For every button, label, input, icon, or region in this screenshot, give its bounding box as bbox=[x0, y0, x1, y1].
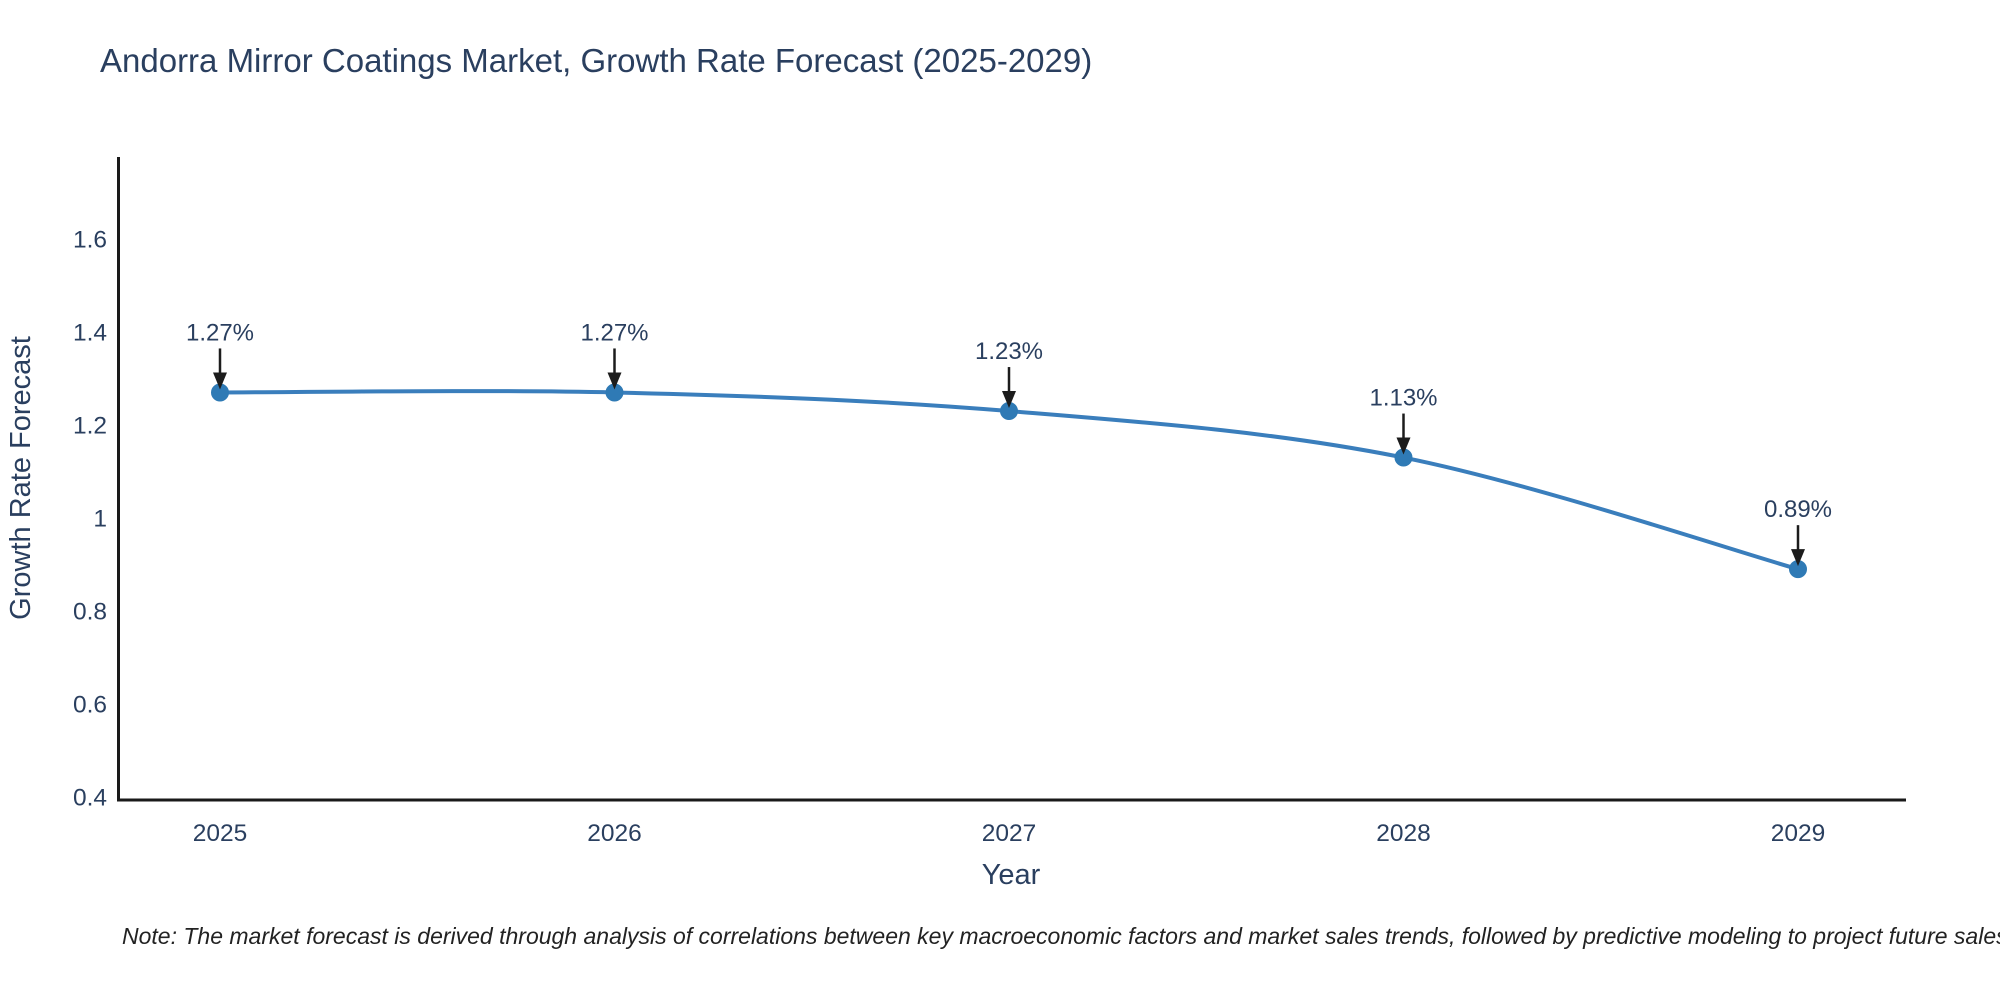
point-label: 1.13% bbox=[1369, 385, 1437, 412]
annotation-arrowhead bbox=[1791, 549, 1805, 567]
x-tick-label: 2029 bbox=[1771, 820, 1826, 847]
point-label: 1.27% bbox=[580, 319, 648, 346]
plot-area: 0.4 0.6 0.8 1 1.2 1.4 1.6 2025 2026 2027 2028 2029 1… bbox=[73, 227, 1832, 848]
footnote: Note: The market forecast is derived thr… bbox=[122, 923, 2000, 949]
x-tick-label: 2028 bbox=[1376, 820, 1431, 847]
annotation-arrowhead bbox=[1002, 391, 1016, 409]
point-label: 1.27% bbox=[186, 319, 254, 346]
x-tick-label: 2025 bbox=[193, 820, 248, 847]
y-tick-label: 0.6 bbox=[73, 692, 107, 719]
y-tick-label: 1 bbox=[93, 506, 107, 533]
y-tick-label: 1.4 bbox=[73, 320, 107, 347]
annotation-arrowhead bbox=[213, 372, 227, 390]
annotation-arrowhead bbox=[607, 372, 622, 390]
point-label: 0.89% bbox=[1764, 496, 1832, 523]
y-tick-label: 0.8 bbox=[73, 599, 107, 626]
y-tick-label: 0.4 bbox=[73, 785, 107, 812]
y-tick-label: 1.6 bbox=[73, 227, 107, 254]
chart-title: Andorra Mirror Coatings Market, Growth R… bbox=[100, 42, 1092, 79]
x-axis-title: Year bbox=[982, 859, 1041, 891]
y-axis-title: Growth Rate Forecast bbox=[5, 336, 37, 620]
y-tick-label: 1.2 bbox=[73, 413, 107, 440]
x-tick-label: 2027 bbox=[982, 820, 1037, 847]
annotation-arrowhead bbox=[1396, 437, 1411, 455]
point-label: 1.23% bbox=[975, 338, 1043, 365]
x-tick-label: 2026 bbox=[587, 820, 642, 847]
